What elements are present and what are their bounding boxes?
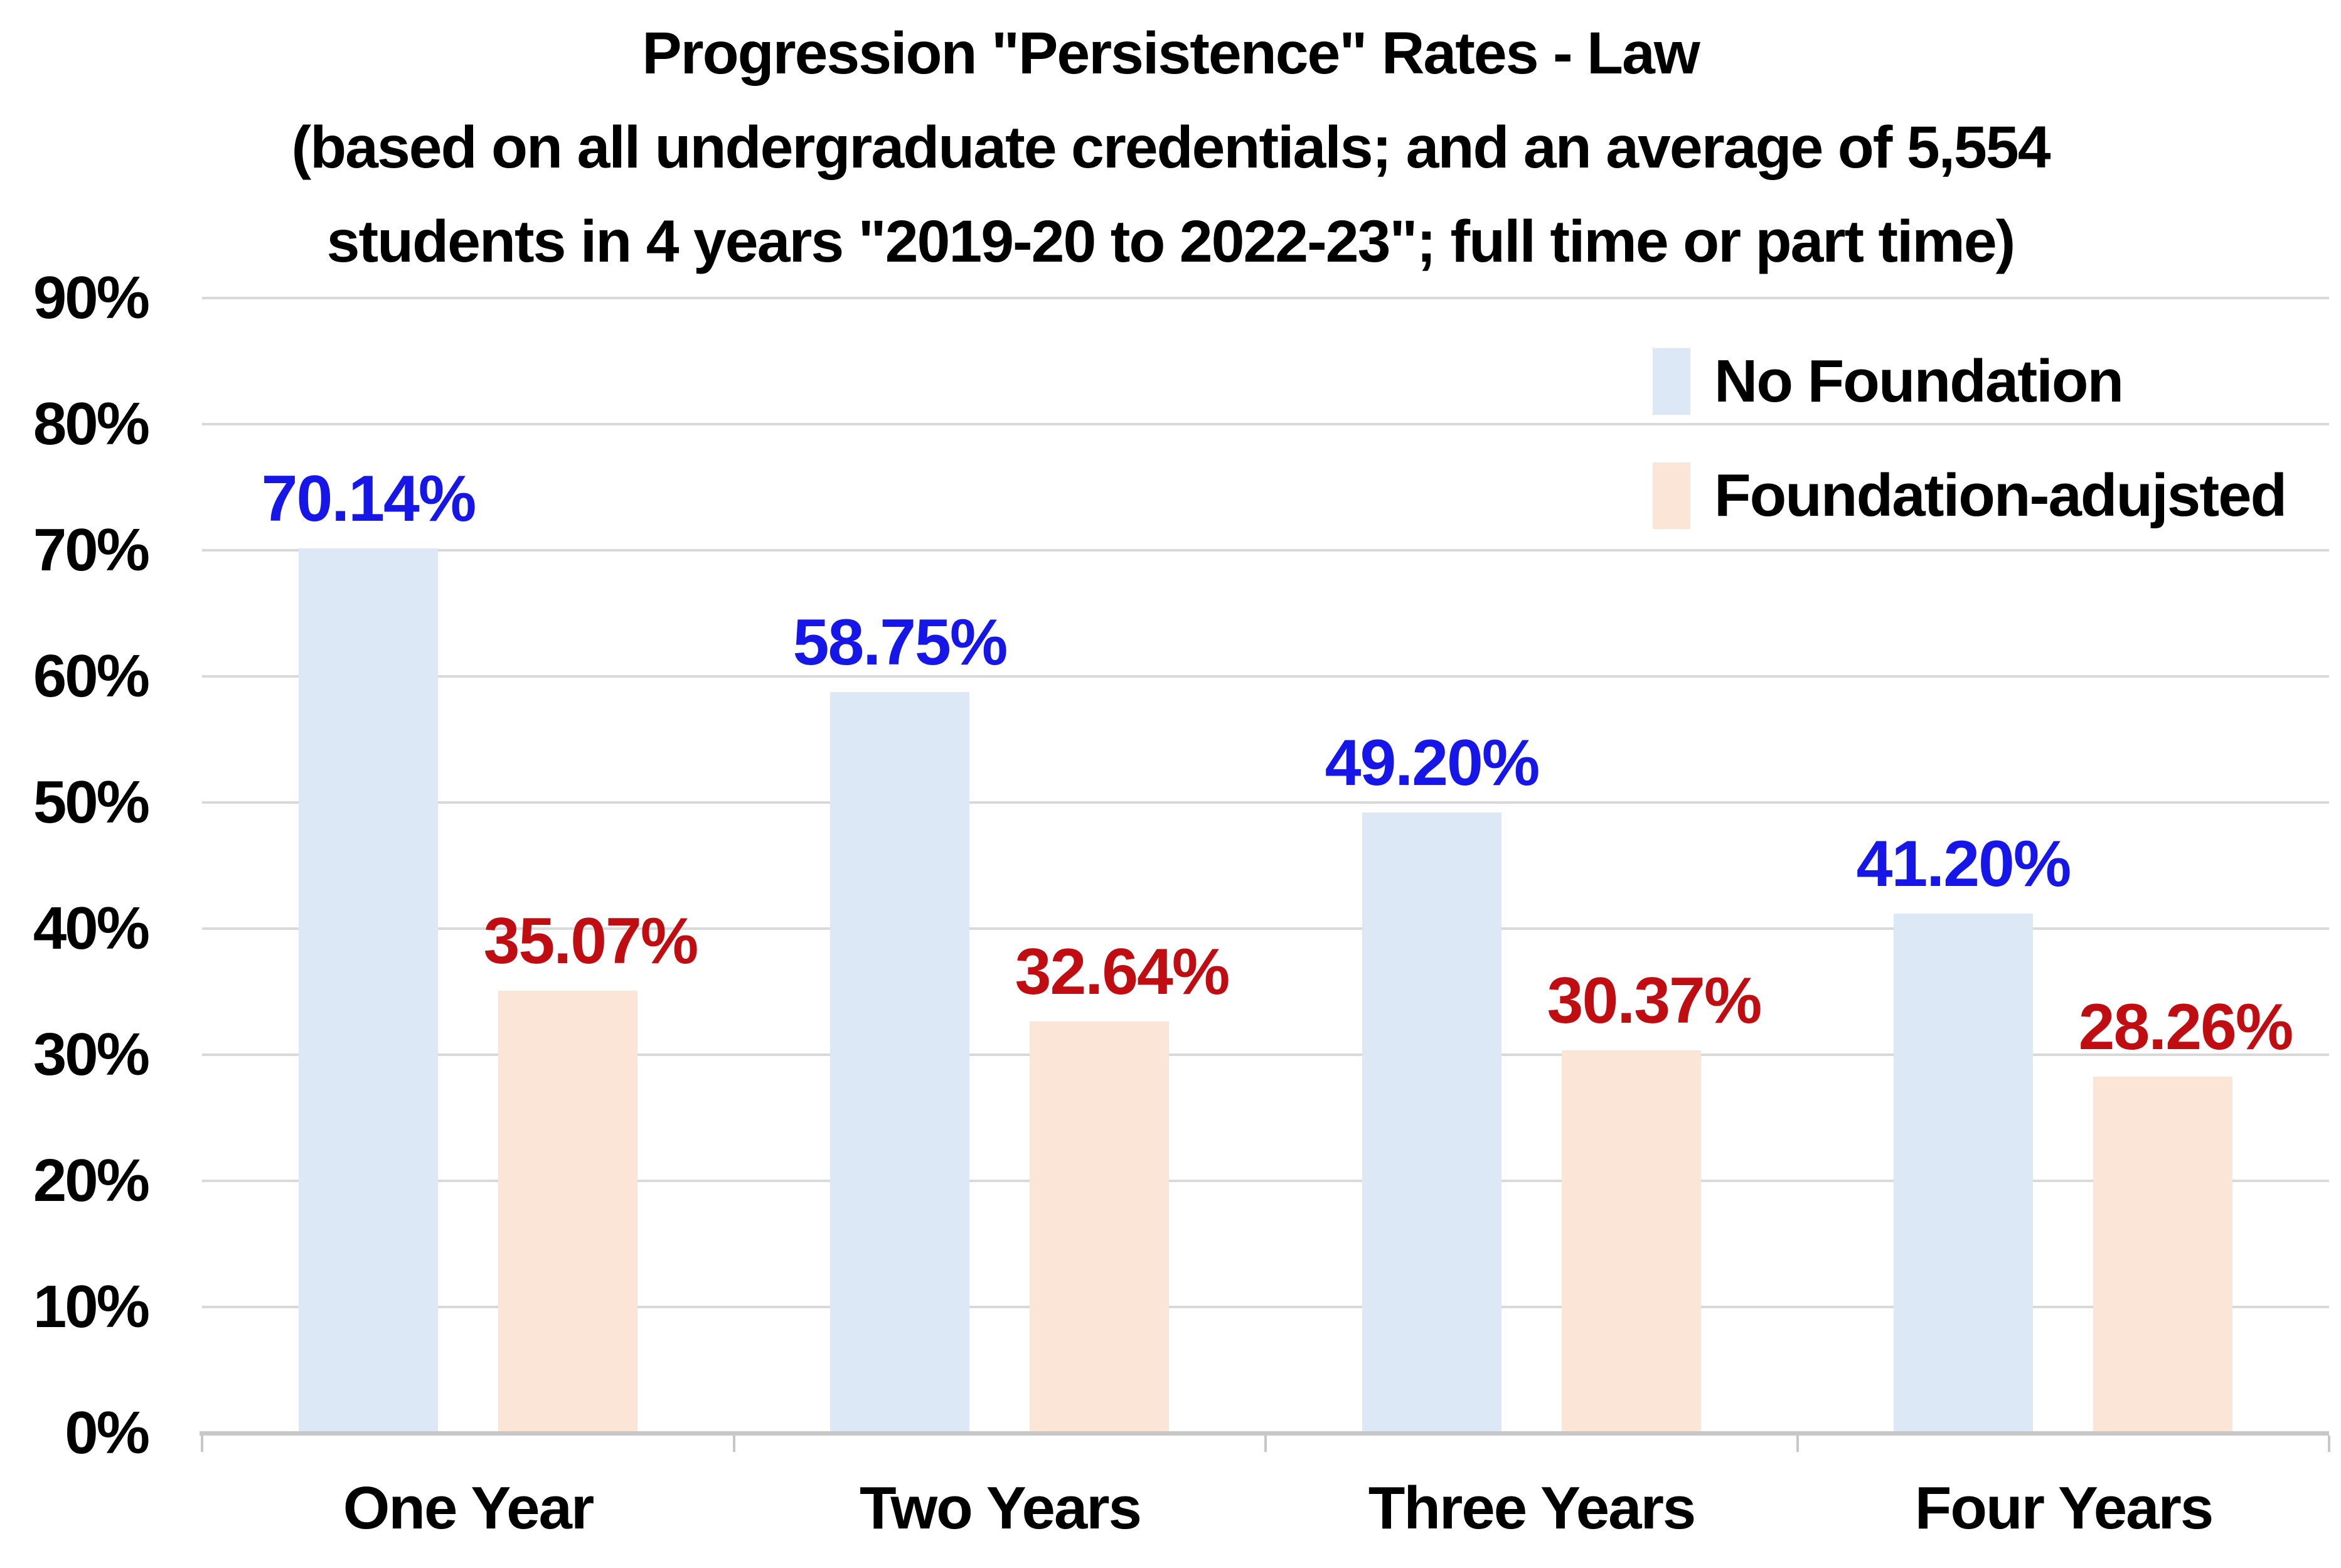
y-axis-label: 30% — [33, 1021, 150, 1088]
y-axis-label: 80% — [33, 390, 150, 457]
x-axis-tick — [2328, 1436, 2330, 1452]
legend-label: Foundation-adujsted — [1714, 462, 2287, 529]
legend-label: No Foundation — [1714, 348, 2124, 415]
gridline-10 — [202, 1306, 2329, 1308]
bar-no-foundation-4 — [1894, 914, 2033, 1432]
y-axis-label: 20% — [33, 1147, 150, 1214]
bar-no-foundation-2 — [830, 692, 969, 1432]
chart-title-line3: students in 4 years "2019-20 to 2022-23"… — [326, 208, 2016, 275]
bar-foundation-adjusted-3 — [1562, 1050, 1701, 1432]
bar-no-foundation-1 — [299, 548, 438, 1432]
value-label-no-foundation-2: 58.75% — [792, 606, 1008, 679]
x-axis-label-2: Two Years — [859, 1475, 1142, 1542]
legend-item-foundation-adjusted: Foundation-adujsted — [1653, 461, 2287, 531]
x-axis-tick — [201, 1436, 203, 1452]
y-axis-label: 0% — [65, 1399, 150, 1466]
gridline-80 — [202, 423, 2329, 425]
value-label-no-foundation-1: 70.14% — [261, 462, 477, 535]
value-label-foundation-adjusted-1: 35.07% — [483, 905, 699, 978]
y-axis-label: 90% — [33, 264, 150, 331]
x-axis-tick — [1264, 1436, 1267, 1452]
gridline-20 — [202, 1180, 2329, 1182]
value-label-no-foundation-3: 49.20% — [1325, 727, 1540, 799]
legend-item-no-foundation: No Foundation — [1653, 346, 2124, 417]
y-axis-label: 10% — [33, 1273, 150, 1340]
value-label-no-foundation-4: 41.20% — [1856, 828, 2072, 900]
gridline-40 — [202, 927, 2329, 930]
bar-foundation-adjusted-4 — [2093, 1077, 2232, 1432]
legend-swatch-no-foundation — [1653, 348, 1690, 415]
x-axis-label-4: Four Years — [1914, 1475, 2214, 1542]
chart-title: Progression "Persistence" Rates - Law (b… — [0, 6, 2341, 289]
y-axis-label: 70% — [33, 516, 150, 584]
y-axis-label: 40% — [33, 895, 150, 962]
gridline-30 — [202, 1053, 2329, 1056]
gridline-60 — [202, 675, 2329, 678]
bar-foundation-adjusted-2 — [1030, 1021, 1169, 1432]
bar-no-foundation-3 — [1362, 813, 1501, 1432]
bar-foundation-adjusted-1 — [498, 991, 637, 1432]
y-axis-label: 50% — [33, 769, 150, 836]
x-axis-tick — [733, 1436, 735, 1452]
value-label-foundation-adjusted-4: 28.26% — [2078, 991, 2294, 1064]
x-axis-label-3: Three Years — [1368, 1475, 1697, 1542]
y-axis-label: 60% — [33, 643, 150, 710]
x-axis-tick — [1796, 1436, 1799, 1452]
gridline-50 — [202, 801, 2329, 804]
x-axis-label-1: One Year — [343, 1475, 595, 1542]
x-axis-line — [200, 1431, 2329, 1436]
chart-title-line2: (based on all undergraduate credentials;… — [291, 114, 2050, 181]
gridline-70 — [202, 549, 2329, 552]
gridline-90 — [202, 297, 2329, 299]
value-label-foundation-adjusted-3: 30.37% — [1547, 964, 1762, 1037]
legend-swatch-foundation-adjusted — [1653, 462, 1690, 529]
chart-title-line1: Progression "Persistence" Rates - Law — [642, 20, 1700, 87]
value-label-foundation-adjusted-2: 32.64% — [1015, 936, 1230, 1008]
